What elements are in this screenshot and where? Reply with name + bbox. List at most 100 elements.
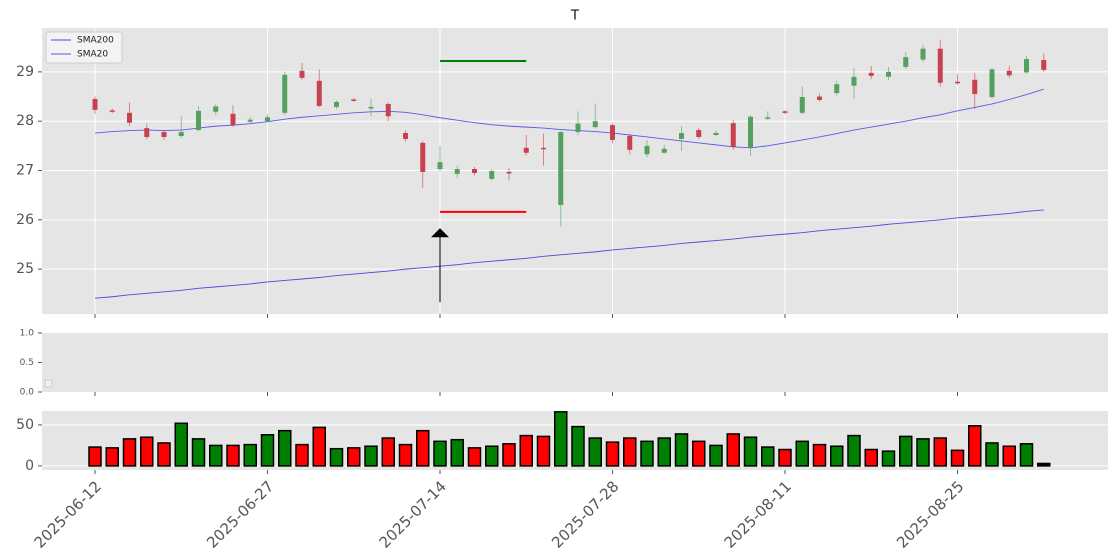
y-tick-label: 28 <box>16 113 34 129</box>
volume-bar <box>916 438 930 467</box>
volume-bar <box>726 433 740 467</box>
y-tick-label: 0.5 <box>20 358 34 368</box>
candle-body <box>523 147 529 153</box>
volume-bar <box>795 440 809 467</box>
volume-bar <box>519 434 533 467</box>
candle-body <box>247 119 253 122</box>
volume-bar <box>88 446 102 467</box>
volume-bar <box>1019 443 1034 467</box>
candle-body <box>886 71 891 77</box>
volume-bar <box>122 438 137 467</box>
candle-body <box>558 132 564 206</box>
candle-body <box>955 81 960 84</box>
volume-bar <box>191 438 206 467</box>
candle-body <box>592 121 598 128</box>
volume-bar <box>623 437 637 467</box>
candle-body <box>127 112 132 123</box>
candle-body <box>196 110 201 131</box>
candle-body <box>868 72 874 76</box>
y-tick-label: 26 <box>16 212 34 228</box>
volume-bar <box>812 443 827 467</box>
candle-body <box>282 74 288 113</box>
volume-bar <box>347 447 361 467</box>
y-tick-label: 25 <box>16 261 34 277</box>
candle-body <box>575 123 581 133</box>
candle-body <box>834 84 840 94</box>
volume-bar <box>502 443 516 467</box>
volume-bar <box>485 445 499 467</box>
y-tick-label: 27 <box>16 163 34 179</box>
candle-body <box>420 142 426 172</box>
volume-bar <box>933 437 947 467</box>
candle-body <box>1041 60 1047 70</box>
candle-body <box>368 106 374 109</box>
volume-bar <box>433 440 447 467</box>
legend-label: SMA200 <box>77 36 114 46</box>
candle-body <box>144 128 150 137</box>
candle-body <box>472 169 477 173</box>
volume-bar <box>864 448 878 467</box>
volume-bar <box>709 444 723 467</box>
chart-title: T <box>570 9 579 24</box>
volume-bar <box>847 434 861 467</box>
candle-body <box>161 132 167 137</box>
y-tick-label: 1.0 <box>20 329 35 339</box>
volume-bar <box>881 450 896 467</box>
x-tick-label: 2025-06-12 <box>31 477 105 551</box>
volume-bar <box>571 425 585 467</box>
candle-body <box>627 135 633 150</box>
volume-bar <box>674 433 689 467</box>
volume-bar <box>692 440 706 467</box>
candle-body <box>437 162 443 170</box>
candle-body <box>920 48 926 60</box>
volume-bar <box>743 436 758 467</box>
sma-line <box>94 88 1044 149</box>
candle-body <box>851 76 857 86</box>
volume-bar <box>588 437 602 467</box>
y-tick-label: 0.0 <box>20 388 35 398</box>
volume-bar <box>1002 445 1016 467</box>
candle-body <box>454 169 460 174</box>
candle-body <box>661 148 667 153</box>
legend-label: SMA20 <box>77 50 108 60</box>
candle-body <box>696 130 702 137</box>
volume-bar <box>657 437 671 467</box>
candle-body <box>765 117 771 119</box>
candle-body <box>351 99 357 101</box>
volume-bar <box>157 442 171 467</box>
volume-bar <box>899 435 913 467</box>
candle-body <box>730 123 736 147</box>
empty-legend <box>44 379 53 388</box>
legend: SMA200 SMA20 <box>45 31 123 64</box>
candle-body <box>316 80 322 106</box>
candle-body <box>109 110 115 112</box>
volume-bar <box>640 440 654 467</box>
volume-bar <box>968 425 982 467</box>
volume-bar <box>985 442 999 467</box>
volume-bar <box>398 443 413 467</box>
x-tick-label: 2025-08-11 <box>721 477 795 551</box>
volume-bar <box>605 441 620 467</box>
volume-bar <box>140 436 154 467</box>
candle-body <box>489 171 495 179</box>
candle-body <box>644 145 650 155</box>
volume-bar <box>778 448 792 467</box>
volume-bar <box>830 445 844 467</box>
volume-bar <box>209 444 223 467</box>
candle-body <box>679 133 684 139</box>
volume-bar <box>312 426 326 467</box>
y-tick-label: 29 <box>16 64 34 80</box>
candle-body <box>213 106 219 112</box>
volume-bar <box>554 411 568 467</box>
candle-body <box>610 125 615 140</box>
candle-body <box>178 132 184 136</box>
candle-body <box>299 70 305 78</box>
volume-bar <box>450 438 464 467</box>
volume-bar <box>243 443 257 467</box>
x-tick-label: 2025-06-27 <box>203 477 277 551</box>
y-tick-label: 50 <box>16 417 34 433</box>
candle-body <box>817 96 822 100</box>
candle-body <box>403 133 408 139</box>
candle-body <box>782 111 788 113</box>
